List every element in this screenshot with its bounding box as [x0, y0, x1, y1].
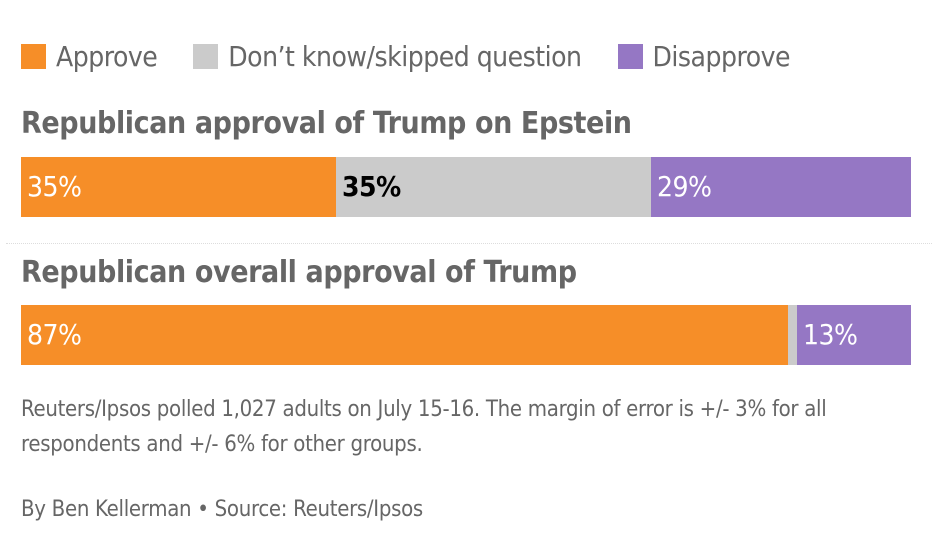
bar-segment-approve: 35%	[21, 157, 336, 217]
data-label-disapprove: 29%	[657, 170, 712, 203]
legend-swatch-disapprove	[617, 43, 643, 69]
bar-segment-dont-know	[788, 305, 797, 365]
legend-item-disapprove: Disapprove	[617, 39, 791, 73]
bar-segment-disapprove: 29%	[651, 157, 911, 217]
legend-label-approve: Approve	[56, 39, 158, 73]
data-label-approve: 87%	[27, 318, 82, 351]
data-label-approve: 35%	[27, 170, 82, 203]
data-label-disapprove: 13%	[803, 318, 858, 351]
legend-label-disapprove: Disapprove	[652, 39, 791, 73]
methodology-note: Reuters/Ipsos polled 1,027 adults on Jul…	[21, 397, 827, 457]
byline: By Ben Kellerman • Source: Reuters/Ipsos	[21, 497, 423, 522]
bar-segment-disapprove: 13%	[797, 305, 911, 365]
data-label-dont-know: 35%	[342, 170, 401, 203]
bar-segment-approve: 87%	[21, 305, 788, 365]
legend-swatch-dont-know	[193, 43, 219, 69]
chart-title-overall: Republican overall approval of Trump	[21, 255, 577, 290]
legend: Approve Don’t know/skipped question Disa…	[21, 36, 826, 76]
legend-item-dont-know: Don’t know/skipped question	[193, 39, 582, 73]
stacked-bar-epstein: 35% 35% 29%	[21, 157, 911, 217]
bar-segment-dont-know: 35%	[336, 157, 651, 217]
divider	[6, 243, 932, 244]
legend-label-dont-know: Don’t know/skipped question	[228, 39, 582, 73]
chart-title-epstein: Republican approval of Trump on Epstein	[21, 106, 632, 141]
legend-swatch-approve	[21, 43, 46, 69]
stacked-bar-overall: 87% 13%	[21, 305, 911, 365]
legend-item-approve: Approve	[21, 39, 158, 73]
